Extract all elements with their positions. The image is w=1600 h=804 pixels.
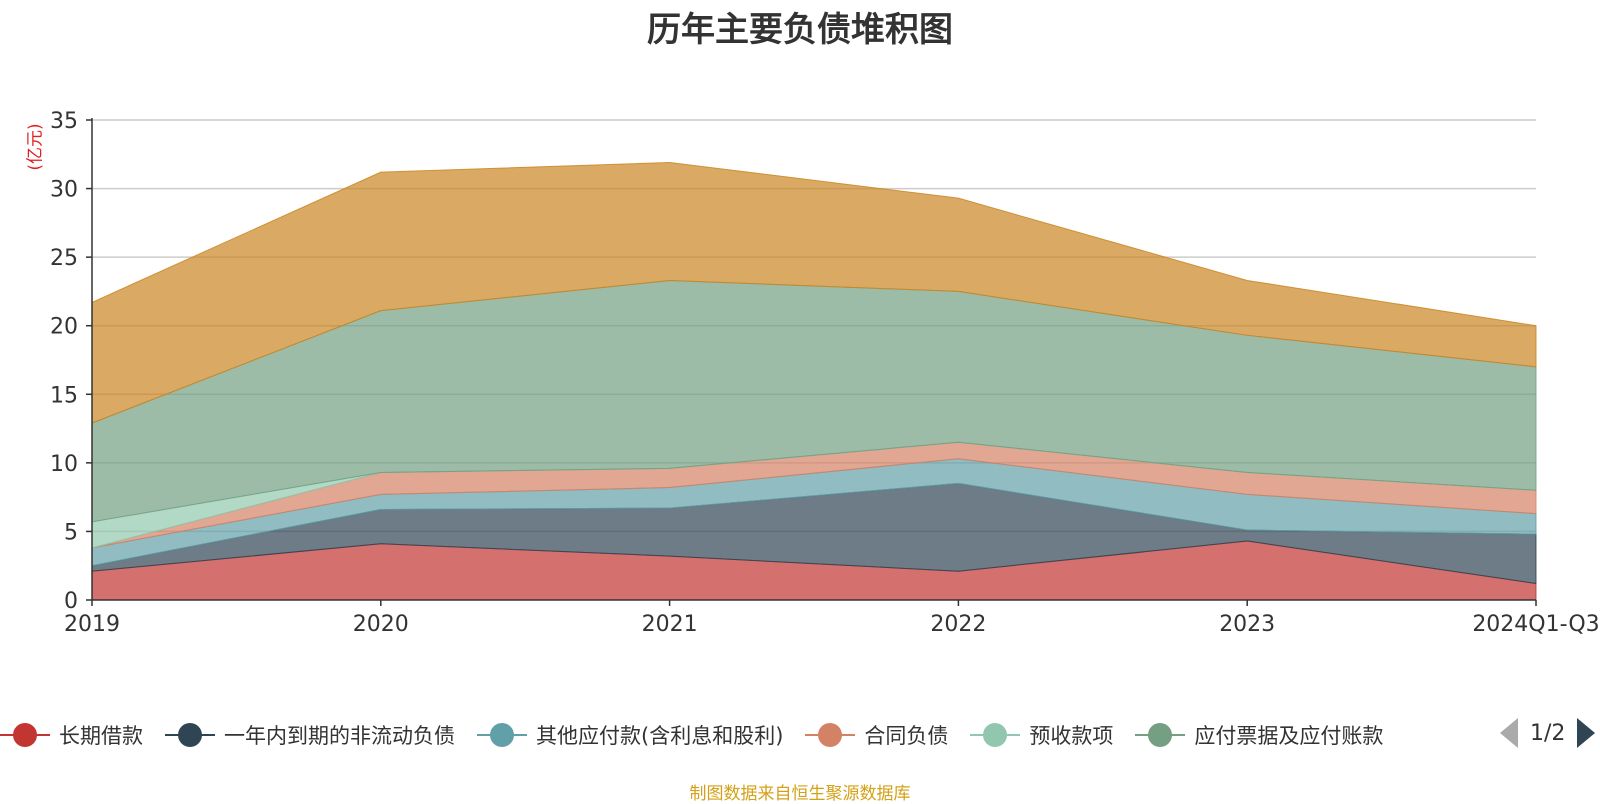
legend-item-0[interactable]: 长期借款 [0,720,143,750]
y-tick-label-1: 5 [64,520,78,545]
legend-marker-2 [477,723,527,747]
legend-pager: 1/2 [1500,718,1596,748]
y-tick-label-7: 35 [50,109,78,134]
x-tick-label-0: 2019 [64,612,120,637]
x-tick-label-3: 2022 [930,612,986,637]
legend-marker-3 [805,723,856,747]
y-tick-label-0: 0 [64,589,78,614]
legend-marker-4 [970,723,1021,747]
legend-item-3[interactable]: 合同负债 [805,720,948,750]
y-tick-label-3: 15 [50,383,78,408]
area-chart: 0 5 10 15 20 25 30 35 2019 2020 2021 2022 2023 2024Q1… [50,109,1600,637]
legend-item-5[interactable]: 应付票据及应付账款 [1135,720,1383,750]
y-tick-label-4: 20 [50,315,78,340]
legend: 长期借款 一年内到期的非流动负债 其他应付款(含利息和股利) 合同负债 预收款项… [0,716,1500,754]
legend-label-3: 合同负债 [864,724,949,748]
legend-label-2: 其他应付款(含利息和股利) [536,724,784,748]
source-note: 制图数据来自恒生聚源数据库 [689,784,911,804]
legend-label-5: 应付票据及应付账款 [1194,724,1384,748]
chart-title: 历年主要负债堆积图 [647,10,953,50]
y-tick-label-5: 25 [50,246,78,271]
x-tick-label-2: 2021 [642,612,698,637]
y-tick-label-6: 30 [50,178,78,203]
legend-next-page-icon[interactable] [1577,718,1596,748]
x-tick-label-1: 2020 [353,612,409,637]
legend-prev-page-icon[interactable] [1500,718,1518,748]
legend-label-1: 一年内到期的非流动负债 [224,724,455,748]
legend-label-0: 长期借款 [59,724,143,748]
x-tick-label-4: 2023 [1219,612,1275,637]
legend-item-4[interactable]: 预收款项 [970,720,1113,750]
legend-marker-0 [0,723,50,747]
x-tick-label-5: 2024Q1-Q3 [1472,612,1599,637]
legend-marker-5 [1135,723,1186,747]
legend-label-4: 预收款项 [1029,724,1114,748]
series-area-6 [91,162,1537,424]
y-tick-label-2: 10 [50,452,78,477]
legend-item-2[interactable]: 其他应付款(含利息和股利) [477,720,783,750]
legend-item-1[interactable]: 一年内到期的非流动负债 [165,720,455,750]
legend-marker-1 [165,723,215,747]
legend-page-indicator: 1/2 [1530,720,1566,746]
